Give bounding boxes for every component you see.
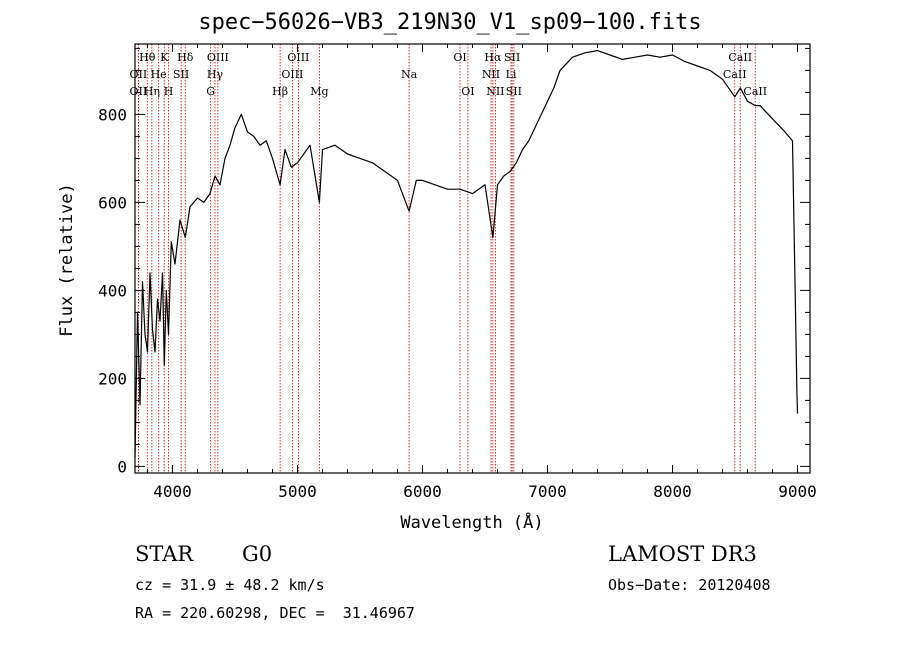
- spectral-line-label: Hη: [144, 85, 160, 98]
- x-tick-label: 7000: [528, 482, 567, 501]
- spectral-line-label: SII: [173, 68, 189, 81]
- spectral-line-label: CaII: [743, 85, 767, 98]
- spectral-line-label: Hγ: [207, 68, 224, 81]
- ra-dec: RA = 220.60298, DEC = 31.46967: [135, 604, 415, 622]
- plot-frame: [134, 43, 811, 474]
- spectral-line-label: OII: [130, 85, 148, 98]
- spectral-line-label: NII: [486, 85, 504, 98]
- y-axis: 0 200 400 600 800: [98, 47, 810, 476]
- spectral-line-label: SII: [506, 85, 522, 98]
- line-markers: [137, 44, 756, 473]
- x-tick-label: 5000: [278, 482, 317, 501]
- spectral-line-label: Hθ: [139, 51, 156, 64]
- spectral-line-label: OIII: [207, 51, 229, 64]
- spectral-line-label: NII: [482, 68, 500, 81]
- x-tick-label: 6000: [403, 482, 442, 501]
- spectral-line-label: OI: [461, 85, 474, 98]
- x-tick-label: 8000: [653, 482, 692, 501]
- x-axis-label: Wavelength (Å): [400, 511, 543, 533]
- spectral-line-label: H: [164, 85, 174, 98]
- x-tick-label: 4000: [153, 482, 192, 501]
- y-axis-label: Flux (relative): [57, 183, 77, 337]
- spectral-line-label: G: [206, 85, 215, 98]
- chart-title: spec−56026−VB3_219N30_V1_sp09−100.fits: [198, 10, 702, 35]
- redshift-cz: cz = 31.9 ± 48.2 km/s: [135, 576, 325, 594]
- y-tick-label: 400: [98, 281, 127, 300]
- object-class: STAR: [135, 542, 194, 566]
- spectral-line-label: Li: [506, 68, 517, 81]
- x-tick-label: 9000: [778, 482, 817, 501]
- survey-name: LAMOST DR3: [608, 542, 757, 566]
- y-tick-label: 0: [117, 457, 127, 476]
- object-subclass: G0: [242, 542, 273, 566]
- spectral-line-label: OI: [453, 51, 466, 64]
- flux-series-line: [134, 50, 799, 458]
- obs-date: Obs−Date: 20120408: [608, 576, 771, 594]
- y-tick-label: 800: [98, 105, 127, 124]
- spectral-line-label: Na: [401, 68, 418, 81]
- spectral-line-label: K: [160, 51, 169, 64]
- spectral-line-label: Mg: [310, 85, 328, 98]
- y-tick-label: 600: [98, 193, 127, 212]
- spectral-line-label: OIII: [287, 51, 309, 64]
- spectral-line-label: SII: [504, 51, 520, 64]
- spectral-line-label: OII: [130, 68, 148, 81]
- spectral-line-label: OIII: [281, 68, 303, 81]
- spectral-line-label: CaII: [723, 68, 747, 81]
- spectral-line-label: CaII: [728, 51, 752, 64]
- spectral-line-label: Hβ: [272, 85, 288, 98]
- spectral-line-label: Hα: [484, 51, 502, 64]
- spectral-line-label: Hδ: [177, 51, 194, 64]
- y-tick-label: 200: [98, 369, 127, 388]
- x-axis: 4000 5000 6000 7000 8000 9000: [147, 44, 817, 501]
- spectral-line-label: He: [151, 68, 167, 81]
